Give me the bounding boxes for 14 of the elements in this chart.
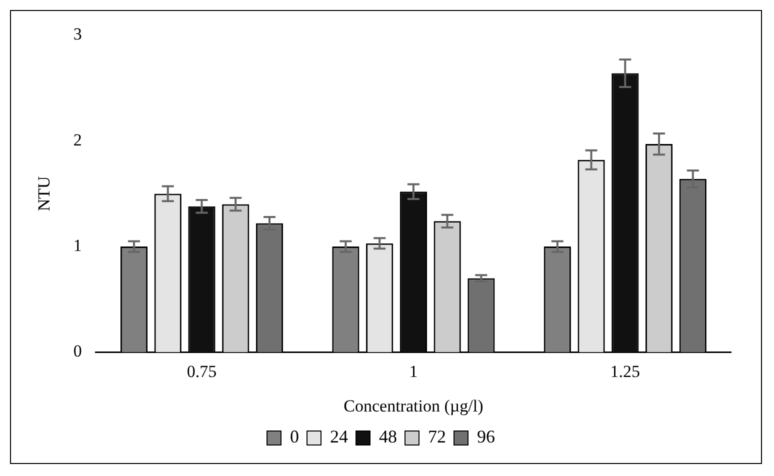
y-tick-label: 1 — [73, 236, 82, 255]
legend-label: 96 — [477, 426, 495, 447]
x-tick-label: 1 — [409, 362, 418, 381]
legend-label: 24 — [330, 426, 348, 447]
legend-label: 72 — [428, 426, 446, 447]
x-tick-label: 1.25 — [610, 362, 640, 381]
x-tick-label: 0.75 — [186, 362, 217, 381]
y-tick-label: 2 — [73, 130, 82, 150]
y-axis-title: NTU — [34, 176, 54, 212]
y-tick-label: 3 — [73, 24, 82, 44]
y-tick-label: 0 — [73, 342, 82, 361]
legend-label: 48 — [379, 426, 397, 447]
legend-label: 0 — [290, 426, 299, 447]
x-axis-title: Concentration (µg/l) — [344, 396, 484, 416]
